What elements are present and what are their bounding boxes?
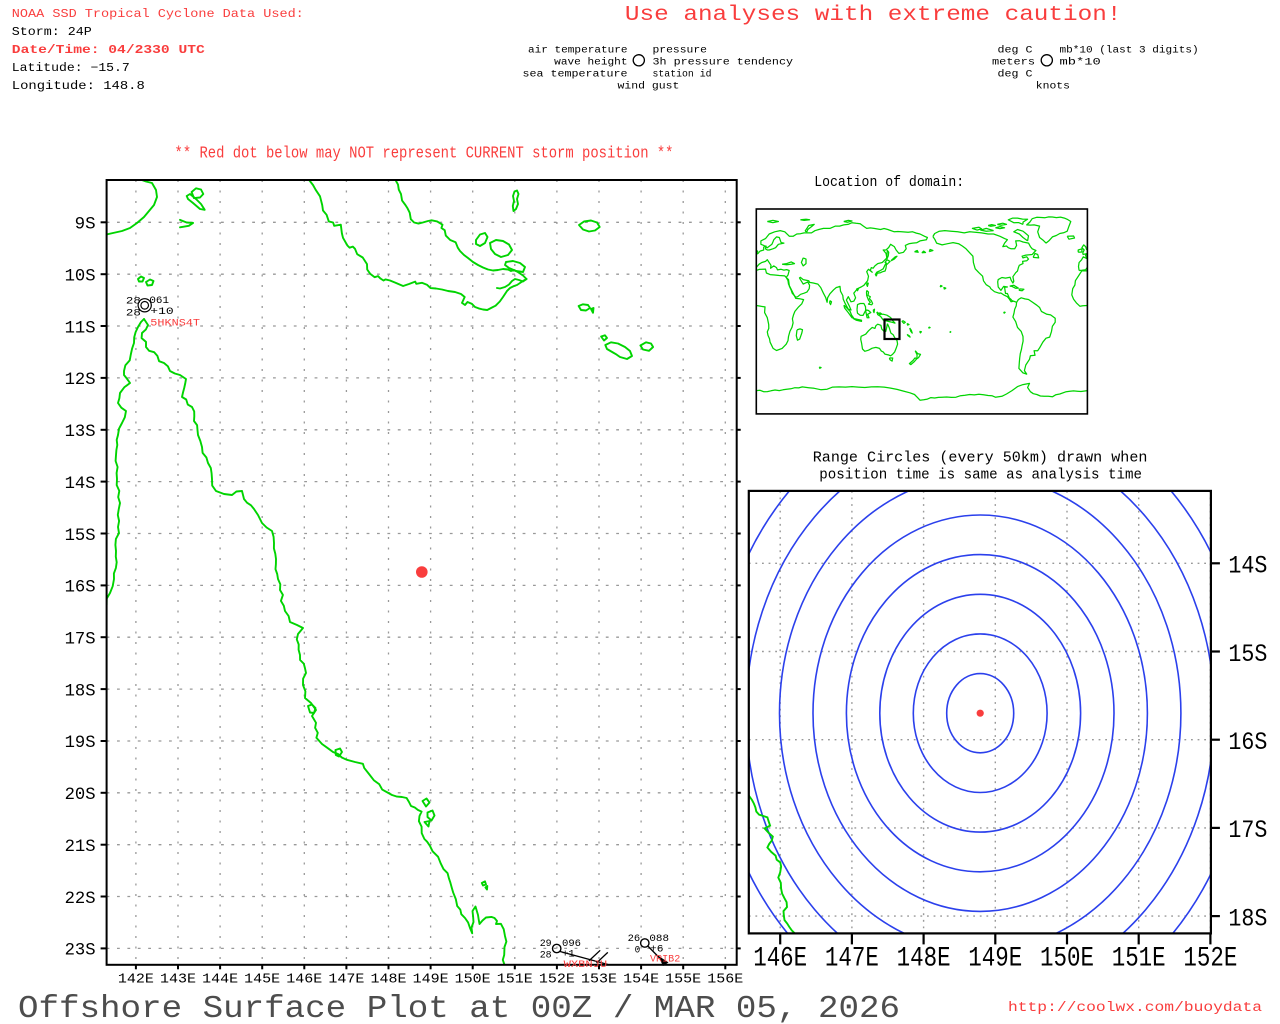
svg-text:meters: meters xyxy=(992,58,1035,69)
svg-text:28: 28 xyxy=(126,308,141,320)
svg-text:Use analyses with extreme caut: Use analyses with extreme caution! xyxy=(625,4,1122,27)
svg-text:096: 096 xyxy=(562,938,581,950)
svg-text:16S: 16S xyxy=(1228,728,1267,757)
svg-text:143E: 143E xyxy=(160,972,196,988)
svg-text:wind gust: wind gust xyxy=(618,81,680,93)
svg-text:WXBNJU: WXBNJU xyxy=(564,959,608,971)
svg-text:149E: 149E xyxy=(413,972,449,988)
svg-text:155E: 155E xyxy=(665,972,701,988)
svg-text:11S: 11S xyxy=(65,318,96,338)
svg-text:19S: 19S xyxy=(65,733,96,753)
svg-text:deg C: deg C xyxy=(998,45,1033,57)
svg-text:15S: 15S xyxy=(65,526,96,546)
svg-text:149E: 149E xyxy=(968,944,1022,975)
svg-text:station id: station id xyxy=(653,69,712,81)
svg-text:148E: 148E xyxy=(371,972,407,988)
svg-text:position time is same as analy: position time is same as analysis time xyxy=(819,466,1142,483)
svg-text:10S: 10S xyxy=(65,267,96,287)
svg-text:145E: 145E xyxy=(244,972,280,988)
svg-text:5HKNS4T: 5HKNS4T xyxy=(150,318,200,330)
svg-text:151E: 151E xyxy=(1112,944,1166,975)
svg-text:150E: 150E xyxy=(1040,944,1094,975)
svg-text:29: 29 xyxy=(540,938,552,950)
svg-text:18S: 18S xyxy=(1228,904,1267,933)
svg-text:142E: 142E xyxy=(118,972,154,988)
svg-text:mb*10: mb*10 xyxy=(1060,57,1101,69)
svg-text:** Red dot below may NOT repre: ** Red dot below may NOT represent CURRE… xyxy=(175,145,674,164)
svg-text:153E: 153E xyxy=(581,972,617,988)
svg-text:28: 28 xyxy=(126,295,141,307)
svg-text:Offshore Surface Plot at 00Z /: Offshore Surface Plot at 00Z / MAR 05, 2… xyxy=(18,992,900,1024)
svg-text:3h pressure tendency: 3h pressure tendency xyxy=(653,57,794,69)
svg-text:146E: 146E xyxy=(286,972,322,988)
svg-text:+1: +1 xyxy=(562,949,575,961)
svg-text:17S: 17S xyxy=(65,630,96,650)
svg-text:Latitude: −15.7: Latitude: −15.7 xyxy=(12,61,130,75)
svg-text:17S: 17S xyxy=(1228,816,1267,845)
svg-text:152E: 152E xyxy=(1183,944,1237,975)
svg-text:http://coolwx.com/buoydata: http://coolwx.com/buoydata xyxy=(1008,1001,1262,1016)
svg-text:15S: 15S xyxy=(1228,640,1267,669)
svg-text:088: 088 xyxy=(649,933,669,945)
svg-text:Date/Time: 04/2330 UTC: Date/Time: 04/2330 UTC xyxy=(12,43,205,57)
svg-text:156E: 156E xyxy=(707,972,743,988)
svg-text:Location of domain:: Location of domain: xyxy=(814,174,964,191)
svg-text:148E: 148E xyxy=(897,944,951,975)
svg-text:20S: 20S xyxy=(65,785,96,805)
svg-text:151E: 151E xyxy=(497,972,533,988)
svg-text:22S: 22S xyxy=(65,889,96,909)
svg-text:154E: 154E xyxy=(623,972,659,988)
svg-text:16S: 16S xyxy=(65,578,96,598)
svg-text:pressure: pressure xyxy=(653,46,708,57)
svg-text:VRIB2: VRIB2 xyxy=(650,954,680,966)
svg-text:144E: 144E xyxy=(202,972,238,988)
svg-text:wave height: wave height xyxy=(554,57,627,69)
svg-text:26: 26 xyxy=(628,933,641,945)
svg-text:air temperature: air temperature xyxy=(528,45,628,57)
svg-text:061: 061 xyxy=(149,295,169,307)
svg-text:+10: +10 xyxy=(150,306,173,318)
svg-text:9S: 9S xyxy=(75,215,96,235)
svg-text:28: 28 xyxy=(540,949,552,961)
svg-text:23S: 23S xyxy=(65,941,96,961)
svg-text:18S: 18S xyxy=(65,681,96,701)
svg-text:knots: knots xyxy=(1036,81,1070,93)
svg-text:13S: 13S xyxy=(65,422,96,442)
svg-text:Longitude: 148.8: Longitude: 148.8 xyxy=(12,79,145,93)
svg-text:152E: 152E xyxy=(539,972,575,988)
svg-text:sea temperature: sea temperature xyxy=(523,70,628,81)
svg-text:14S: 14S xyxy=(65,474,96,494)
svg-text:14S: 14S xyxy=(1228,552,1267,581)
svg-text:146E: 146E xyxy=(753,944,807,975)
svg-text:150E: 150E xyxy=(455,972,491,988)
svg-text:Range Circles (every 50km) dra: Range Circles (every 50km) drawn when xyxy=(813,449,1148,466)
svg-text:12S: 12S xyxy=(65,370,96,390)
svg-text:NOAA SSD Tropical Cyclone Data: NOAA SSD Tropical Cyclone Data Used: xyxy=(12,7,304,21)
svg-text:deg C: deg C xyxy=(998,69,1033,81)
svg-text:21S: 21S xyxy=(65,837,96,857)
svg-text:147E: 147E xyxy=(328,972,364,988)
svg-text:Storm: 24P: Storm: 24P xyxy=(12,25,92,39)
svg-text:mb*10 (last 3 digits): mb*10 (last 3 digits) xyxy=(1060,45,1199,57)
svg-text:0: 0 xyxy=(635,944,641,956)
svg-text:+6: +6 xyxy=(650,944,663,956)
svg-text:147E: 147E xyxy=(825,944,879,975)
